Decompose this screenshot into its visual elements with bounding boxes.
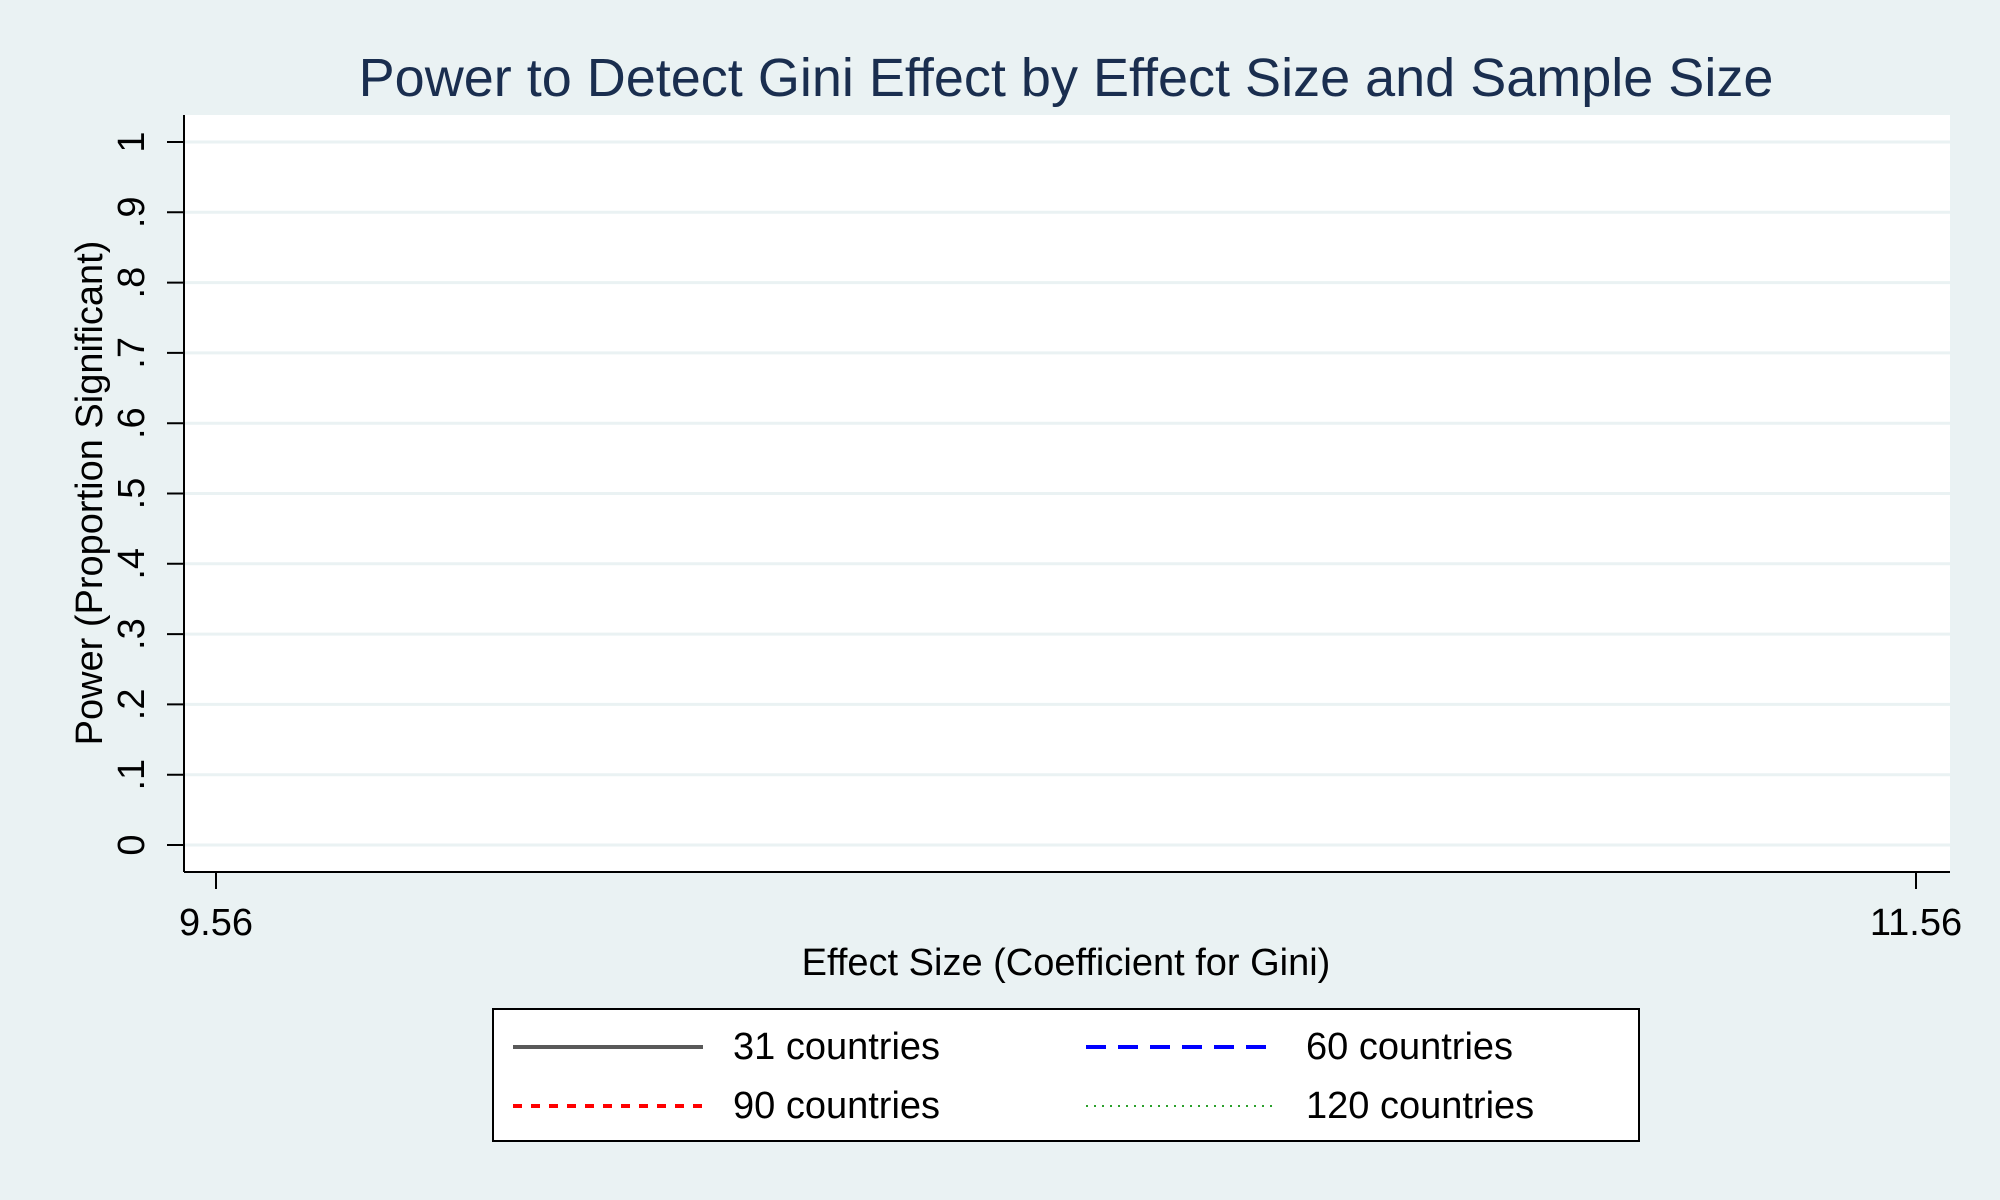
y-tick-label: .9 xyxy=(111,196,153,228)
y-tick-label: .4 xyxy=(111,548,153,580)
x-ticks: 9.56 11.56 xyxy=(179,872,1962,944)
legend-label: 31 countries xyxy=(733,1026,940,1068)
y-tick-label: .3 xyxy=(111,618,153,650)
y-tick-label: .8 xyxy=(111,267,153,299)
x-axis-title: Effect Size (Coefficient for Gini) xyxy=(802,942,1331,984)
legend-label: 120 countries xyxy=(1306,1085,1534,1127)
gridlines xyxy=(184,140,1950,847)
legend: 31 countries 60 countries 90 countries 120 … xyxy=(492,1008,1640,1142)
x-tick-label: 9.56 xyxy=(179,902,253,944)
y-tick-label: .2 xyxy=(111,689,153,721)
y-axis-title: Power (Proportion Significant) xyxy=(69,241,111,746)
y-tick-label: .1 xyxy=(111,759,153,791)
legend-box xyxy=(492,1008,1640,1142)
legend-label: 60 countries xyxy=(1306,1026,1513,1068)
x-tick-label: 11.56 xyxy=(1870,902,1962,944)
y-tick-label: .6 xyxy=(111,407,153,439)
y-tick-label: .5 xyxy=(111,478,153,510)
y-ticks: 0 .1 .2 .3 .4 .5 .6 .7 .8 .9 1 xyxy=(111,131,184,856)
chart-title: Power to Detect Gini Effect by Effect Si… xyxy=(359,48,1774,108)
y-tick-label: 1 xyxy=(111,131,153,152)
legend-label: 90 countries xyxy=(733,1085,940,1127)
y-tick-label: .7 xyxy=(111,337,153,369)
y-tick-label: 0 xyxy=(111,834,153,855)
